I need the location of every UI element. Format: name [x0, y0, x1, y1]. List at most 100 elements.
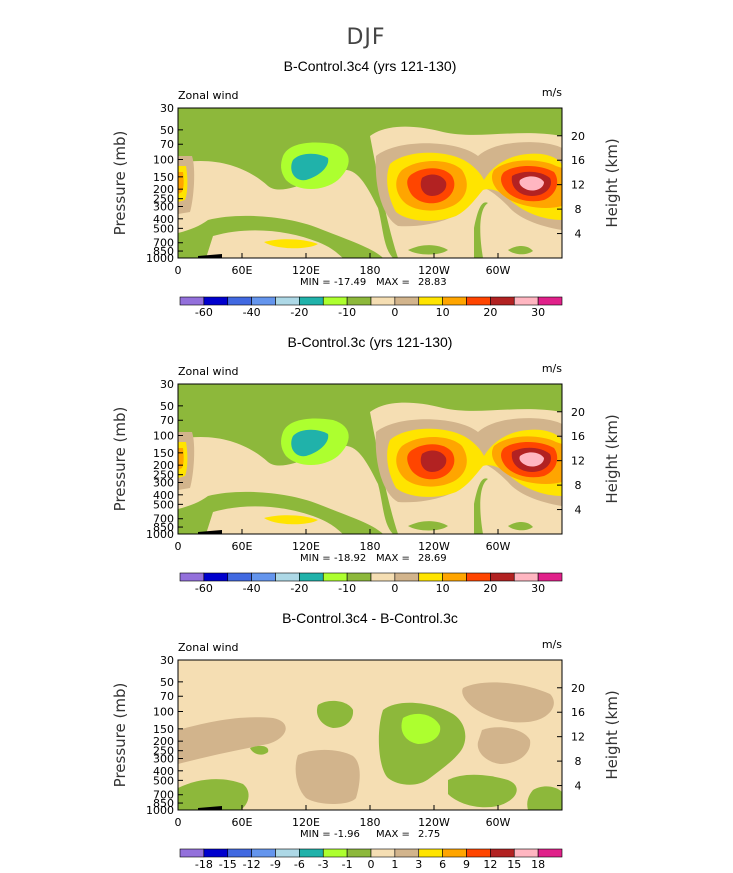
colorbar-label: 20	[483, 306, 497, 319]
colorbar-swatch	[299, 296, 324, 306]
height-tick-label: 8	[575, 479, 582, 492]
panel-title: B-Control.3c (yrs 121-130)	[288, 334, 453, 350]
y-axis-right-title: Height (km)	[603, 690, 621, 779]
colorbar-swatch	[442, 572, 467, 582]
colorbar-label: 9	[463, 858, 470, 871]
colorbar-swatch	[418, 572, 443, 582]
colorbar-label: 20	[483, 582, 497, 595]
colorbar-label: 15	[507, 858, 521, 871]
panel-title: B-Control.3c4 (yrs 121-130)	[284, 58, 457, 74]
contour-region	[250, 745, 269, 755]
colorbar-swatch	[394, 572, 420, 582]
y-tick-label: 500	[153, 498, 174, 511]
x-tick-label: 0	[175, 816, 182, 829]
colorbar-label: 1	[391, 858, 398, 871]
height-tick-label: 12	[571, 731, 585, 744]
panel-p3: B-Control.3c4 - B-Control.3c Zonal wind m/…	[111, 610, 621, 871]
height-tick-label: 16	[571, 430, 585, 443]
height-tick-label: 4	[575, 228, 582, 241]
colorbar-label: 12	[483, 858, 497, 871]
contour-region	[198, 254, 222, 258]
contour-region	[264, 239, 318, 249]
contour-region	[198, 530, 222, 534]
colorbar-swatch	[179, 296, 205, 306]
y-tick-label: 850	[153, 797, 174, 810]
colorbar-swatch	[203, 296, 229, 306]
contour-region	[264, 515, 318, 525]
height-tick-label: 20	[571, 682, 585, 695]
contour-region	[519, 176, 544, 191]
max-label: MAX =	[376, 829, 410, 840]
y-tick-label: 850	[153, 245, 174, 258]
colorbar-swatch	[490, 572, 515, 582]
min-value: -1.96	[334, 829, 360, 840]
colorbar-label: 3	[415, 858, 422, 871]
figure-title: DJF	[346, 25, 385, 50]
colorbar-swatch	[299, 848, 324, 858]
colorbar-swatch	[299, 572, 324, 582]
y-axis-title: Pressure (mb)	[111, 131, 129, 236]
colorbar-label: -1	[342, 858, 353, 871]
height-tick-label: 16	[571, 154, 585, 167]
y-tick-label: 250	[153, 469, 174, 482]
height-tick-label: 12	[571, 179, 585, 192]
min-label: MIN =	[300, 277, 331, 288]
colorbar-swatch	[513, 848, 539, 858]
colorbar-label: 30	[531, 306, 545, 319]
y-tick-label: 400	[153, 213, 174, 226]
contour-region	[420, 174, 447, 196]
colorbar-swatch	[370, 572, 396, 582]
colorbar-swatch	[251, 572, 276, 582]
colorbar-swatch	[275, 848, 300, 858]
colorbar-swatch	[179, 848, 205, 858]
colorbar-swatch	[466, 296, 491, 306]
y-tick-label: 30	[160, 378, 174, 391]
colorbar-label: -60	[195, 582, 213, 595]
colorbar-swatch	[394, 848, 420, 858]
contour-region	[508, 245, 533, 255]
y-tick-label: 70	[160, 690, 174, 703]
colorbar-swatch	[251, 848, 276, 858]
y-tick-label: 850	[153, 521, 174, 534]
y-tick-label: 500	[153, 774, 174, 787]
y-tick-label: 250	[153, 745, 174, 758]
colorbar-swatch	[322, 848, 348, 858]
units-label: m/s	[542, 86, 562, 99]
colorbar-label: 0	[391, 582, 398, 595]
contour-region	[408, 521, 448, 531]
y-tick-label: 70	[160, 138, 174, 151]
colorbar-swatch	[442, 848, 467, 858]
colorbar-label: -3	[318, 858, 329, 871]
colorbar-swatch	[513, 296, 539, 306]
y-tick-label: 50	[160, 400, 174, 413]
x-tick-label: 60E	[232, 540, 253, 553]
colorbar-label: -60	[195, 306, 213, 319]
x-tick-label: 120E	[292, 264, 320, 277]
variable-label: Zonal wind	[178, 365, 239, 378]
y-tick-label: 100	[153, 706, 174, 719]
colorbar-swatch	[370, 296, 396, 306]
contour-region	[527, 786, 562, 810]
y-tick-label: 700	[153, 513, 174, 526]
x-tick-label: 0	[175, 264, 182, 277]
colorbar-swatch	[490, 848, 515, 858]
y-tick-label: 70	[160, 414, 174, 427]
max-label: MAX =	[376, 277, 410, 288]
colorbar-swatch	[466, 848, 491, 858]
contour-region	[519, 452, 544, 467]
colorbar: -18 -15 -12 -9 -6 -3 -1 0 1 3 6 9 12 15 18	[179, 848, 563, 871]
units-label: m/s	[542, 362, 562, 375]
y-tick-label: 100	[153, 154, 174, 167]
x-tick-label: 180	[360, 264, 381, 277]
x-tick-label: 120E	[292, 540, 320, 553]
y-tick-label: 150	[153, 447, 174, 460]
x-tick-label: 60E	[232, 816, 253, 829]
y-tick-label: 200	[153, 735, 174, 748]
max-value: 28.69	[418, 553, 447, 564]
y-tick-label: 500	[153, 222, 174, 235]
contour-region	[420, 450, 447, 472]
min-value: -18.92	[334, 553, 366, 564]
contour-region	[178, 448, 184, 470]
contour-region	[178, 172, 184, 194]
colorbar-swatch	[537, 848, 563, 858]
